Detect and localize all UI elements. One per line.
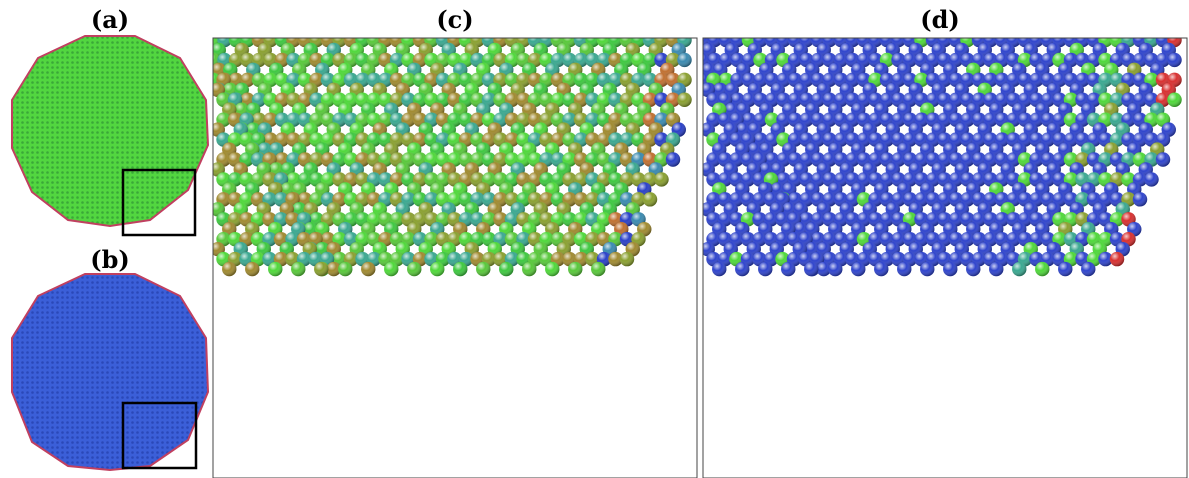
atom: [268, 262, 282, 276]
atom: [1167, 53, 1181, 67]
atom: [591, 262, 605, 276]
atom: [654, 172, 668, 186]
atom: [804, 262, 818, 276]
panel-label: (b): [90, 245, 130, 274]
atom: [666, 152, 680, 166]
atom: [1058, 262, 1072, 276]
atom: [989, 262, 1003, 276]
atom: [781, 262, 795, 276]
atom: [677, 53, 691, 67]
atom: [966, 262, 980, 276]
panel-label: (c): [436, 5, 473, 34]
atom: [828, 262, 842, 276]
atom: [430, 262, 444, 276]
disk-b: [12, 274, 208, 470]
atom: [897, 262, 911, 276]
atom: [1012, 262, 1026, 276]
atom: [1035, 262, 1049, 276]
panel-label: (d): [920, 5, 960, 34]
atom: [1144, 172, 1158, 186]
atom: [200, 63, 214, 77]
atom: [222, 262, 236, 276]
panel-label: (a): [91, 5, 129, 34]
panel-d: [690, 33, 1182, 276]
atom: [545, 262, 559, 276]
disk-a: [12, 36, 208, 226]
atom: [361, 262, 375, 276]
atom: [735, 262, 749, 276]
atom: [200, 43, 214, 57]
atom: [314, 262, 328, 276]
atom: [758, 262, 772, 276]
atom: [200, 43, 214, 57]
atom: [1156, 152, 1170, 166]
atom: [291, 262, 305, 276]
panel-c: [200, 33, 692, 276]
atom: [384, 262, 398, 276]
atom: [453, 262, 467, 276]
atom: [522, 262, 536, 276]
atom: [874, 262, 888, 276]
atom: [245, 262, 259, 276]
atom: [920, 262, 934, 276]
atom: [712, 262, 726, 276]
atom: [620, 252, 634, 266]
atom: [643, 192, 657, 206]
atom: [476, 262, 490, 276]
atom: [338, 262, 352, 276]
atom: [1167, 93, 1181, 107]
atom: [1133, 192, 1147, 206]
atom: [851, 262, 865, 276]
atom: [407, 262, 421, 276]
atom: [677, 93, 691, 107]
atom: [943, 262, 957, 276]
atom: [568, 262, 582, 276]
atom: [1081, 262, 1095, 276]
figure: (a) (b) (c) (d): [0, 0, 1189, 478]
atom: [1110, 252, 1124, 266]
atom: [200, 63, 214, 77]
atom: [499, 262, 513, 276]
